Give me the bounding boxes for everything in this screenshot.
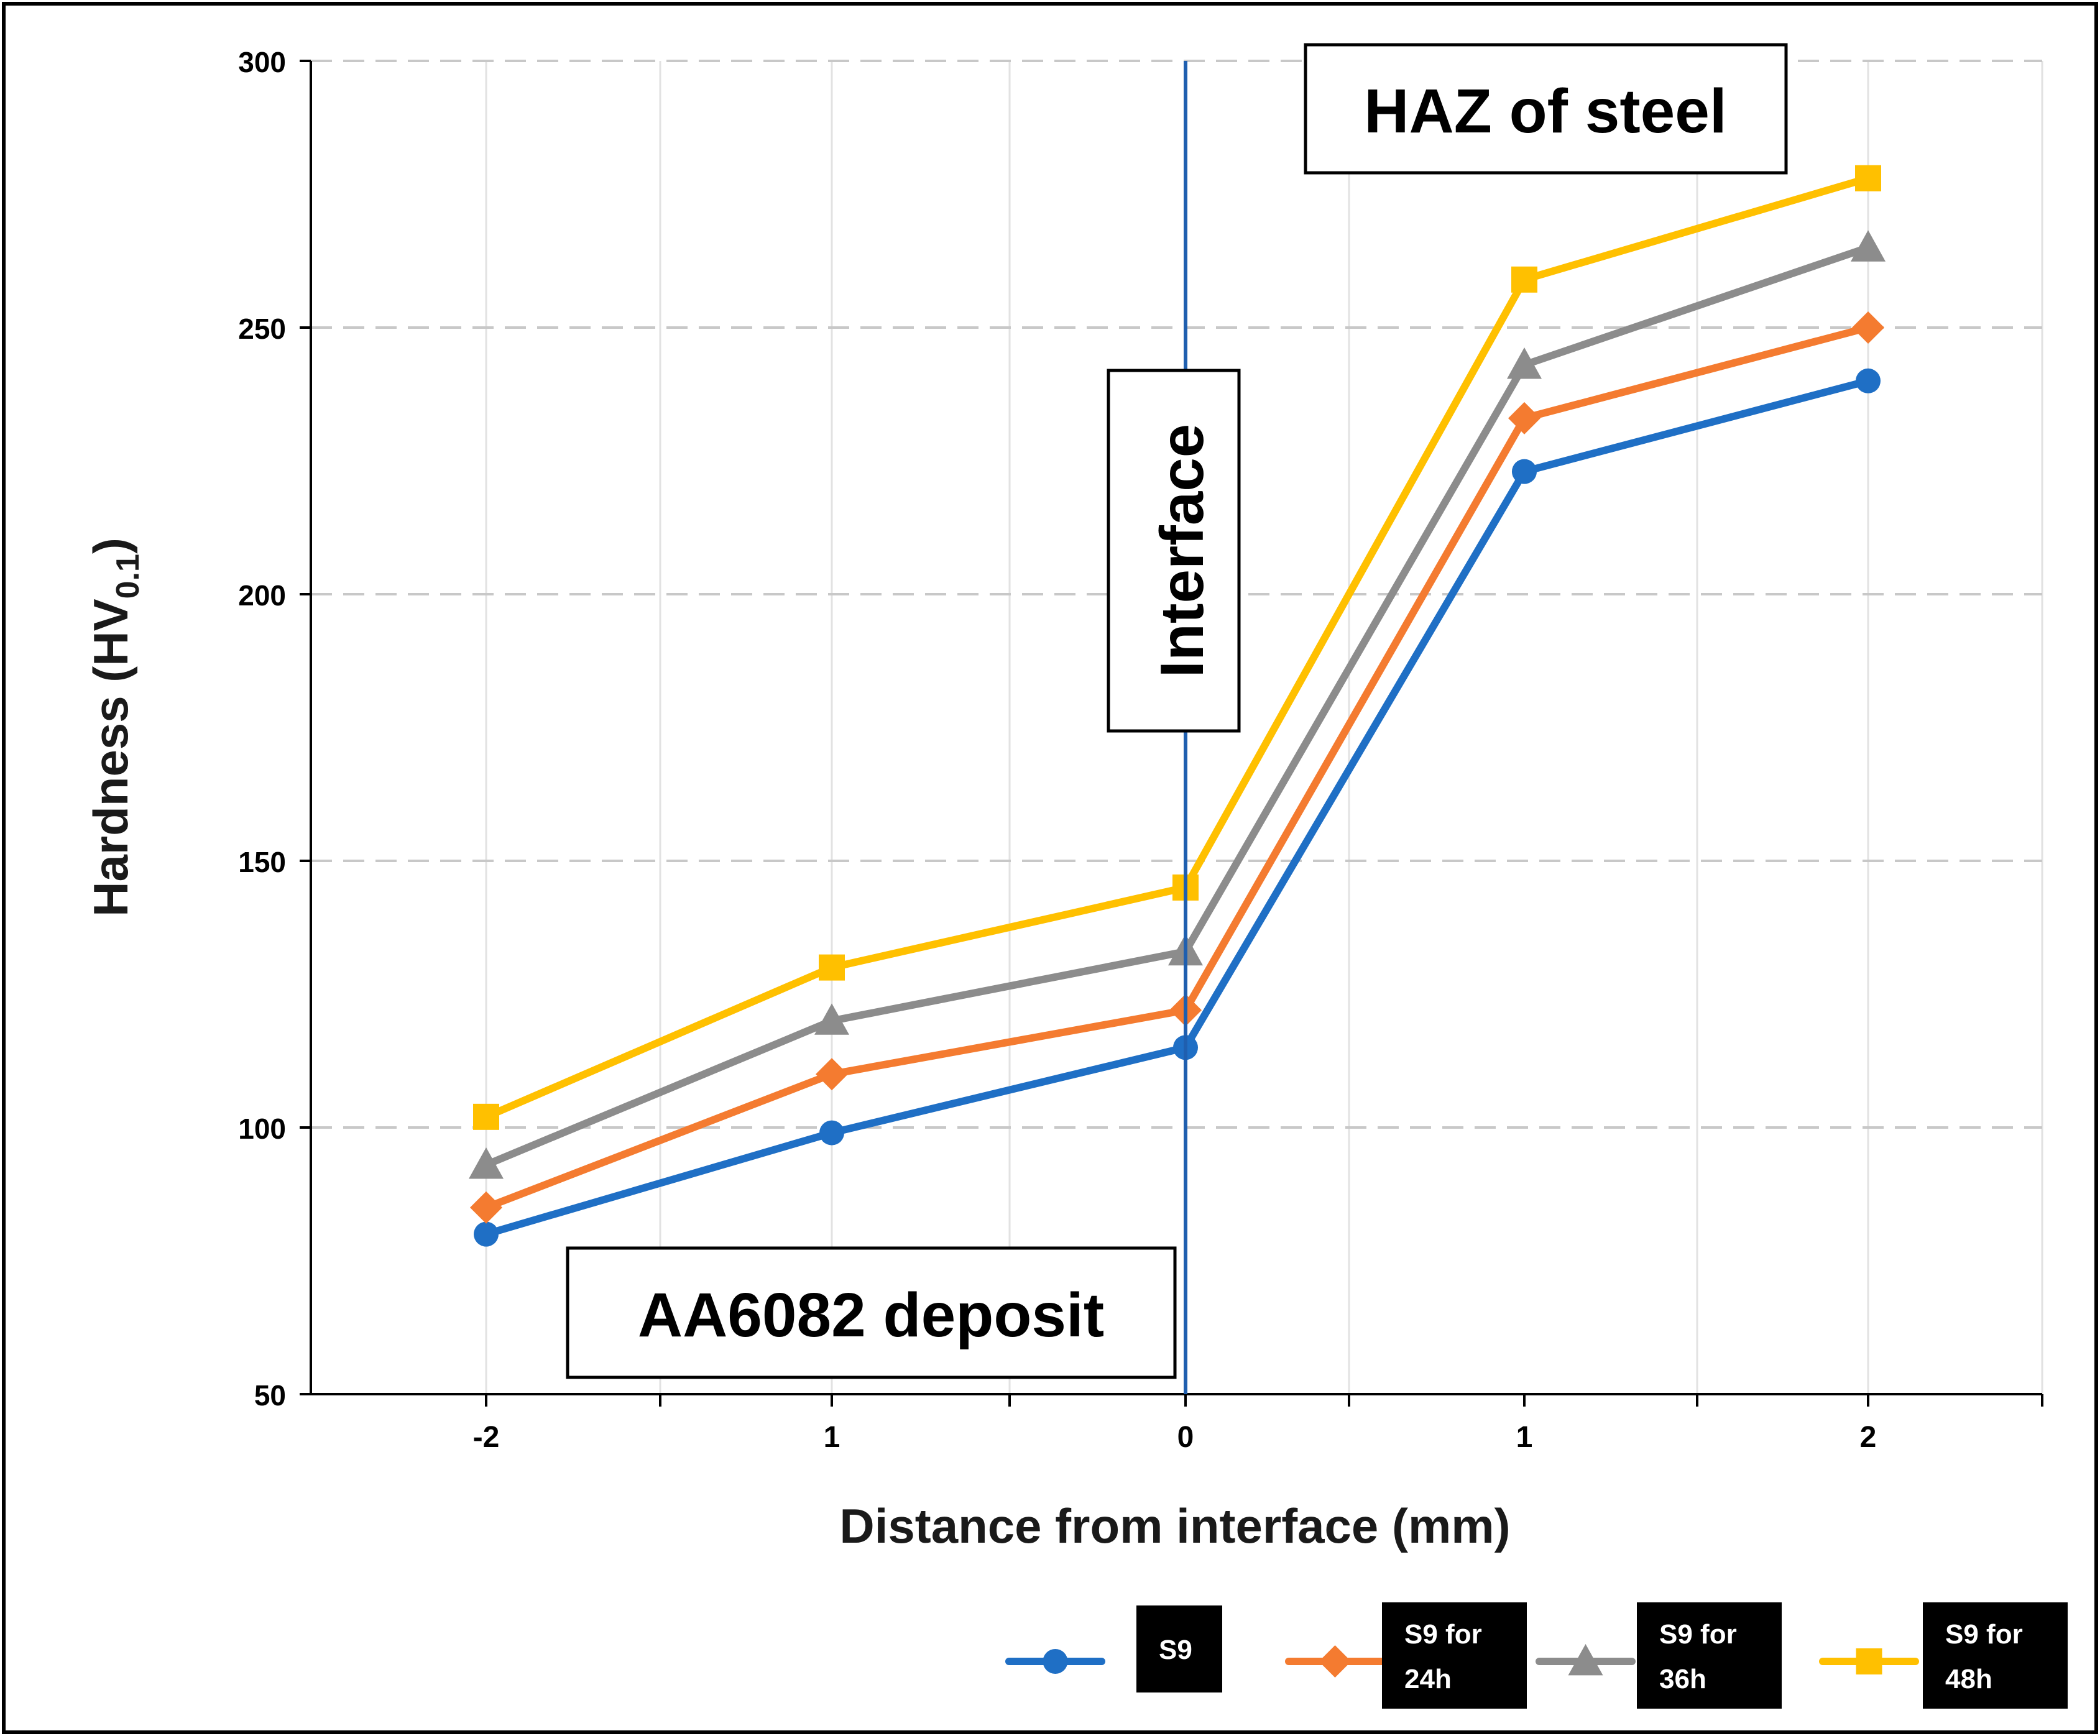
x-tick-label: 1	[1516, 1421, 1533, 1454]
legend-swatch-marker	[1043, 1649, 1068, 1674]
data-point	[819, 1120, 844, 1146]
data-point	[1508, 402, 1540, 434]
y-axis-title-main: Hardness (HV	[83, 599, 138, 917]
legend-label-line: S9	[1159, 1635, 1192, 1665]
y-axis-title-close: )	[83, 538, 138, 554]
data-point	[819, 954, 845, 981]
data-point	[469, 1147, 504, 1179]
legend-label-line: S9 for	[1404, 1619, 1482, 1650]
data-point	[1856, 368, 1881, 393]
legend-item: S9	[1005, 1605, 1222, 1692]
legend-swatch-marker	[1319, 1645, 1352, 1678]
legend-item: S9 for 24h	[1285, 1602, 1527, 1709]
legend-label-box	[1637, 1602, 1782, 1709]
legend-swatch-marker	[1856, 1648, 1882, 1674]
data-point	[470, 1191, 502, 1224]
legend-label-line: S9 for	[1945, 1619, 2023, 1650]
legend-label-box	[1382, 1602, 1527, 1709]
deposit-label-box	[566, 1246, 1177, 1379]
x-tick-label: -2	[473, 1421, 500, 1454]
data-point	[1507, 347, 1542, 379]
data-point	[1852, 311, 1884, 344]
legend-label-line: 48h	[1945, 1664, 1992, 1694]
haz-label: HAZ of steel	[1364, 76, 1726, 146]
data-point	[814, 1003, 849, 1035]
data-point	[1855, 165, 1881, 191]
x-tick-label: 2	[1860, 1421, 1877, 1454]
y-tick-label: 200	[238, 579, 286, 612]
legend-item: S9 for 36h	[1536, 1602, 1782, 1709]
data-point	[474, 1221, 499, 1247]
x-axis-title: Distance from interface (mm)	[839, 1499, 1510, 1553]
legend-label: S9 for 24h	[1404, 1619, 1482, 1694]
x-tick-label: 0	[1177, 1421, 1194, 1454]
data-point	[816, 1058, 848, 1091]
y-tick-label: 100	[238, 1113, 286, 1145]
legend-label: S9	[1159, 1635, 1192, 1665]
legend-swatch-marker	[1568, 1644, 1603, 1676]
data-point	[1851, 230, 1886, 262]
legend-item: S9 for 48h	[1819, 1602, 2068, 1709]
legend-label-line: S9 for	[1659, 1619, 1737, 1650]
x-tick-label: 1	[824, 1421, 840, 1454]
axes-layer: 50 100 150 200 250 300 -2 1 0 1 2 Distance from int…	[83, 46, 2043, 1553]
data-point	[473, 1103, 499, 1130]
legend-label: S9 for 36h	[1659, 1619, 1737, 1694]
legend-label-box	[1923, 1602, 2068, 1709]
interface-label-box	[1107, 369, 1241, 733]
legend-label-box	[1136, 1605, 1222, 1692]
y-tick-label: 300	[238, 46, 286, 78]
legend-label: S9 for 48h	[1945, 1619, 2023, 1694]
legend-label-line: 36h	[1659, 1664, 1706, 1694]
legend-layer: S9 S9 for 24h S9 for 36h S9 for 48h	[1005, 1602, 2068, 1709]
deposit-label: AA6082 deposit	[638, 1280, 1104, 1350]
legend-label-line: 24h	[1404, 1664, 1452, 1694]
y-axis-title-subscript: 0.1	[110, 554, 146, 599]
y-tick-label: 250	[238, 313, 286, 345]
y-tick-label: 150	[238, 846, 286, 878]
annotation-layer: Interface HAZ of steel AA6082 deposit	[566, 43, 1788, 1394]
haz-label-box	[1304, 43, 1788, 175]
data-point	[1511, 266, 1537, 293]
y-tick-label: 50	[254, 1379, 286, 1412]
y-axis-title: Hardness (HV0.1)	[83, 538, 146, 917]
interface-label: Interface	[1148, 424, 1216, 678]
data-point	[1512, 459, 1537, 484]
